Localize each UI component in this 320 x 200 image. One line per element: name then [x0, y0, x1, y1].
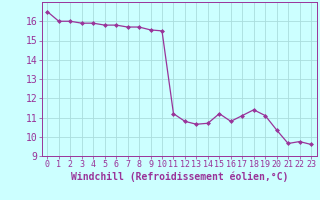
X-axis label: Windchill (Refroidissement éolien,°C): Windchill (Refroidissement éolien,°C) — [70, 172, 288, 182]
